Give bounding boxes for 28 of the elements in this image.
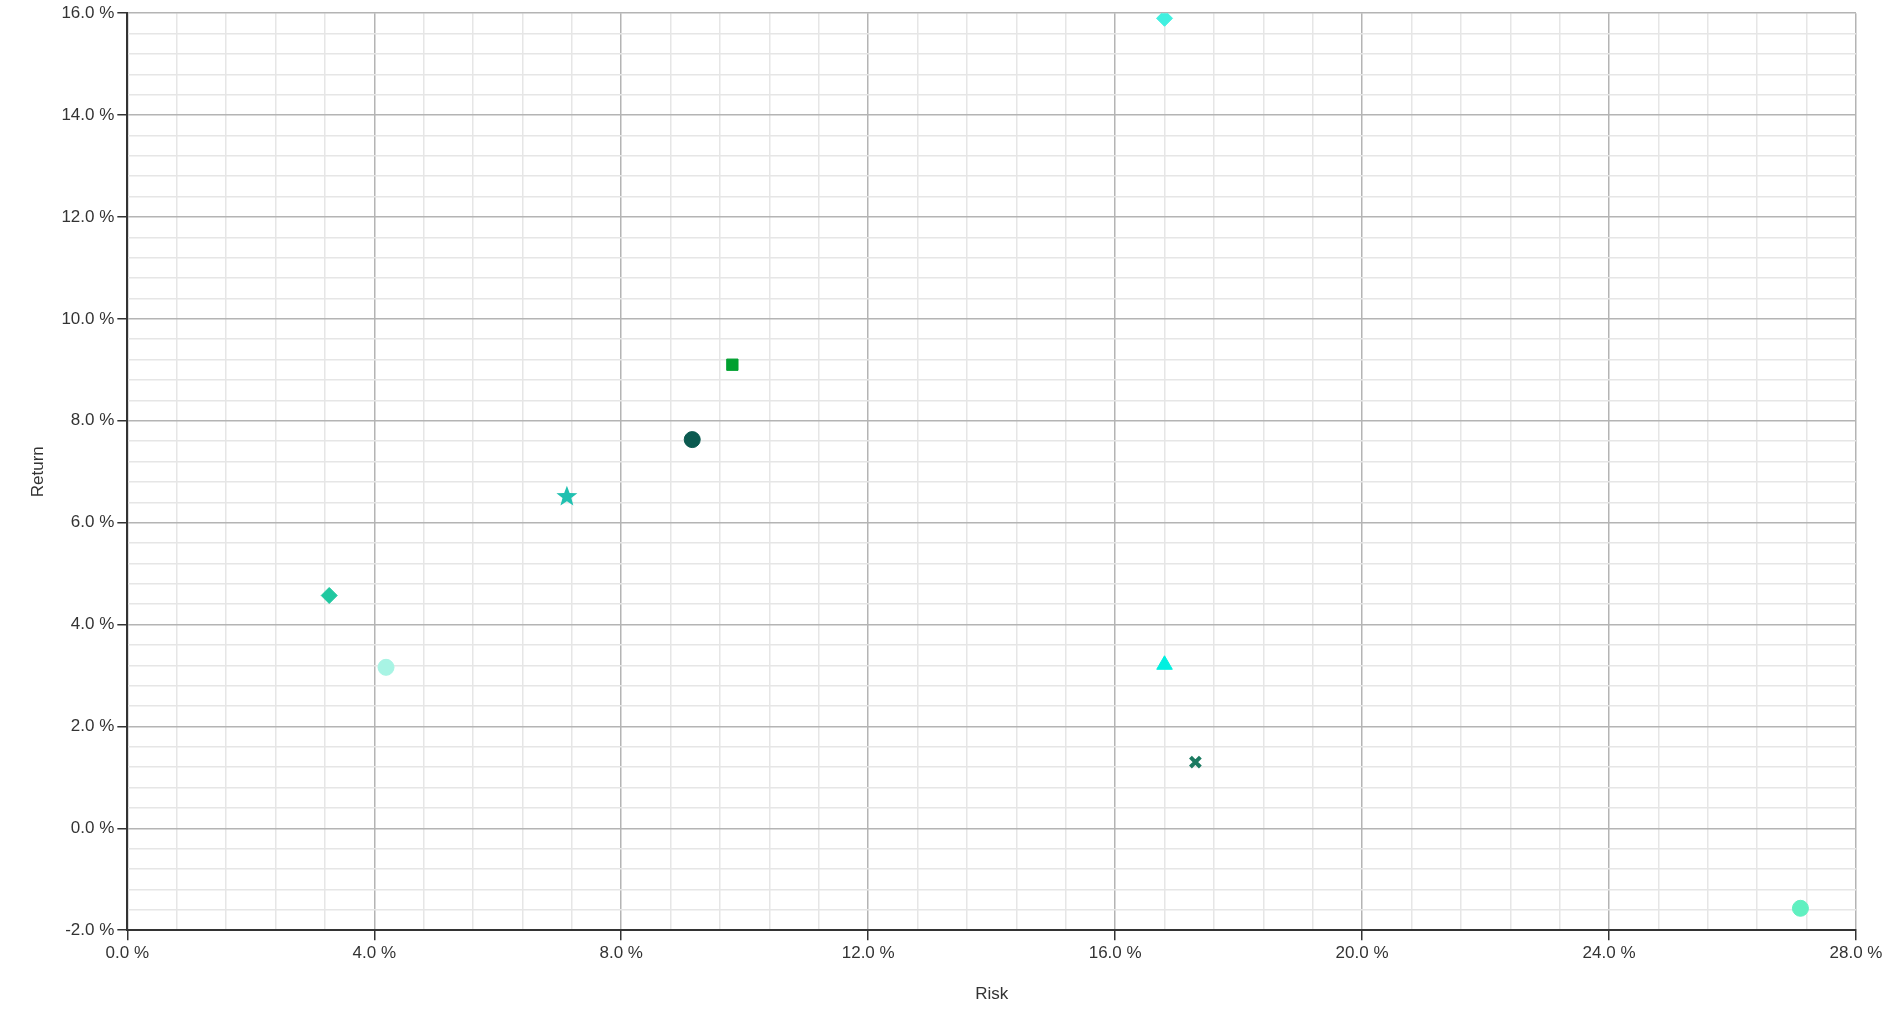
point <box>556 485 578 506</box>
y-tick-label: 2.0 % <box>70 716 115 736</box>
point <box>1188 755 1203 770</box>
y-axis-title: Return <box>27 446 47 498</box>
y-tick-label: 10.0 % <box>61 308 115 328</box>
y-tick-label: -2.0 % <box>65 919 115 939</box>
y-tick-label: 0.0 % <box>70 818 115 837</box>
point <box>320 587 338 604</box>
point <box>1791 899 1809 917</box>
x-tick-label: 8.0 % <box>599 943 643 963</box>
x-tick-label: 16.0 % <box>1088 943 1142 963</box>
y-tick-label: 4.0 % <box>70 614 115 634</box>
y-tick-label: 14.0 % <box>61 104 115 124</box>
point <box>1156 13 1174 27</box>
x-tick-label: 0.0 % <box>105 943 150 963</box>
y-tick-label: 16.0 % <box>61 2 115 22</box>
y-tick-label: 12.0 % <box>61 206 115 226</box>
y-tick-label: 8.0 % <box>70 410 115 430</box>
point <box>683 431 701 449</box>
x-tick-label: 28.0 % <box>1829 943 1883 963</box>
x-tick-label: 24.0 % <box>1582 943 1636 963</box>
y-tick-label: 6.0 % <box>70 512 115 532</box>
x-tick-label: 20.0 % <box>1335 943 1389 963</box>
x-tick-label: 12.0 % <box>841 943 895 963</box>
x-axis-title: Risk <box>975 984 1009 1004</box>
point <box>377 658 395 676</box>
point <box>726 358 739 371</box>
x-tick-label: 4.0 % <box>352 943 397 963</box>
